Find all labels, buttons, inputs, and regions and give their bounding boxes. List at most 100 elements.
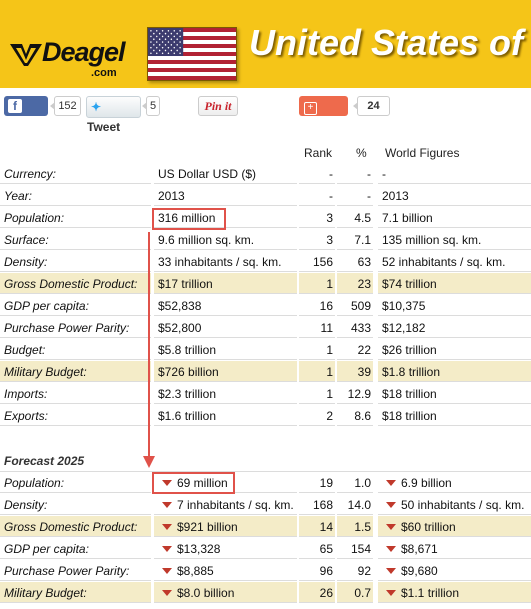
flag-star [173,35,176,38]
row-percent-text: - [367,189,371,203]
row-label-text: Population: [4,476,65,490]
flag-star [179,35,181,38]
row-percent-text: 509 [350,299,371,313]
row-world-figure-text: $12,182 [382,321,426,335]
flag-star [167,35,170,38]
flag-star [150,35,152,38]
row-rank: 1 [299,339,335,360]
row-rank-text: 3 [326,211,333,225]
flag-star [150,29,152,32]
column-header-rank: Rank [304,146,333,160]
row-value-text: $52,800 [158,321,202,335]
flag-star [167,41,170,43]
row-value: $726 billion [154,361,297,382]
triangle-down-icon [162,502,172,509]
flag-star [150,52,152,55]
row-percent: 433 [337,317,373,338]
flag-star [173,46,176,49]
row-percent: 39 [337,361,373,382]
row-rank: 19 [299,472,335,493]
table-row: Density: 33 inhabitants / sq. km. 156 63 52 … [0,251,531,273]
row-percent-text: 4.5 [354,211,371,225]
row-value: $17 trillion [154,273,297,294]
flag-star [153,38,155,41]
pinterest-pin-button[interactable]: Pin it [198,96,238,116]
flag-star [156,52,158,55]
row-label: Currency: [0,163,151,184]
row-rank: 168 [299,494,335,515]
row-percent: 4.5 [337,207,373,228]
row-value-text: 9.6 million sq. km. [158,233,255,247]
row-label-text: Imports: [4,387,48,401]
flag-star [156,41,158,43]
row-world-figure: $9,680 [378,560,531,581]
row-rank-text: - [329,189,333,203]
flag-star [176,38,178,41]
row-rank-text: 2 [326,409,333,423]
flag-star [176,44,178,46]
row-world-figure-text: $1.8 trillion [382,365,441,379]
row-percent-text: 92 [357,564,371,578]
flag-star [164,49,167,52]
row-world-figure: 2013 [378,185,531,206]
row-percent-text: 22 [357,343,371,357]
row-label-text: Military Budget: [4,365,87,379]
row-value: 33 inhabitants / sq. km. [154,251,297,272]
row-label: Military Budget: [0,361,151,382]
facebook-like-button[interactable]: f Like [4,96,48,133]
row-rank-text: 1 [326,387,333,401]
flag-star [150,46,152,49]
tweet-button[interactable]: ✦ Tweet [86,96,141,134]
deagel-logo[interactable]: Deagel .com [10,37,140,79]
row-world-figure-text: $8,671 [401,542,438,556]
flag-star [156,46,158,49]
row-percent: - [337,163,373,184]
row-value: 2013 [154,185,297,206]
table-row: Exports: $1.6 trillion 2 8.6 $18 trillion [0,405,531,427]
population-highlight-box [152,208,226,230]
row-percent-text: 1.5 [354,520,371,534]
row-world-figure-text: $26 trillion [382,343,437,357]
row-label-text: Military Budget: [4,586,87,600]
row-percent-text: 39 [357,365,371,379]
row-label-text: GDP per capita: [4,542,89,556]
flag-star [164,32,167,35]
row-rank-text: 26 [319,586,333,600]
flag-star [150,41,152,43]
row-label: Year: [0,185,151,206]
row-value: $5.8 trillion [154,339,297,360]
row-rank-text: - [329,167,333,181]
flag-star [156,35,158,38]
table-row: Budget: $5.8 trillion 1 22 $26 trillion [0,339,531,361]
row-rank: 96 [299,560,335,581]
row-rank: 16 [299,295,335,316]
twitter-bird-icon: ✦ [91,100,102,114]
share-button[interactable]: + Share [299,96,348,133]
row-value: 9.6 million sq. km. [154,229,297,250]
flag-star [170,32,173,35]
row-world-figure: $18 trillion [378,383,531,404]
row-rank: 3 [299,207,335,228]
row-label: Surface: [0,229,151,250]
row-percent: 154 [337,538,373,559]
flag-star [179,46,181,49]
row-world-figure: $8,671 [378,538,531,559]
flag-star [161,35,164,38]
flag-star [153,44,155,46]
row-percent-text: 433 [350,321,371,335]
flag-star [173,29,176,32]
row-percent-text: 8.6 [354,409,371,423]
row-percent: 92 [337,560,373,581]
flag-star [164,38,167,41]
row-percent-text: 23 [357,277,371,291]
flag-star [153,32,155,35]
row-percent: 63 [337,251,373,272]
flag-star [158,32,161,35]
row-percent-text: 154 [350,542,371,556]
row-rank: 156 [299,251,335,272]
flag-star [158,38,161,41]
row-rank: 1 [299,361,335,382]
row-label-text: Purchase Power Parity: [4,564,130,578]
row-label-text: GDP per capita: [4,299,89,313]
row-rank: 1 [299,273,335,294]
